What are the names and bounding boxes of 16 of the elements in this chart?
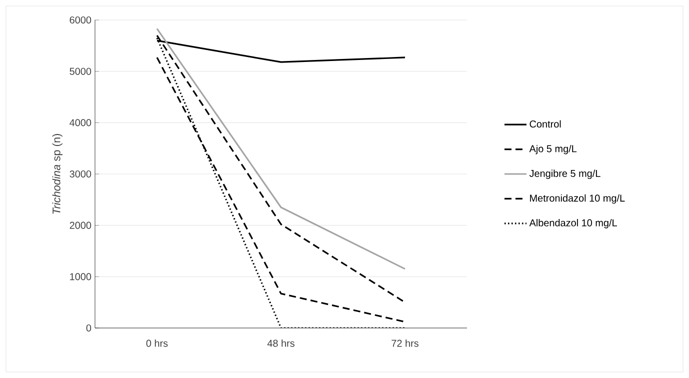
x-tick-label: 48 hrs [267, 340, 294, 347]
y-tick-label: 2000 [70, 222, 92, 229]
legend-label: Control [530, 120, 561, 128]
legend-label: Albendazol 10 mg/L [529, 219, 617, 228]
x-tick-label: 0 hrs [146, 340, 168, 347]
y-tick-label: 1000 [70, 273, 92, 280]
legend-label: Jengibre 5 mg/L [529, 170, 600, 179]
y-axis-title: Trichodina sp (n) [52, 134, 62, 214]
y-tick-label: 3000 [70, 170, 92, 178]
y-tick-label: 4000 [70, 119, 92, 126]
legend-label: Ajo 5 mg/L [529, 144, 577, 154]
legend-label: Metronidazol 10 mg/L [530, 194, 625, 204]
y-tick-label: 5000 [70, 68, 92, 75]
y-tick-label: 6000 [70, 16, 92, 24]
y-tick-label: 0 [86, 324, 92, 332]
x-tick-label: 72 hrs [392, 340, 418, 347]
